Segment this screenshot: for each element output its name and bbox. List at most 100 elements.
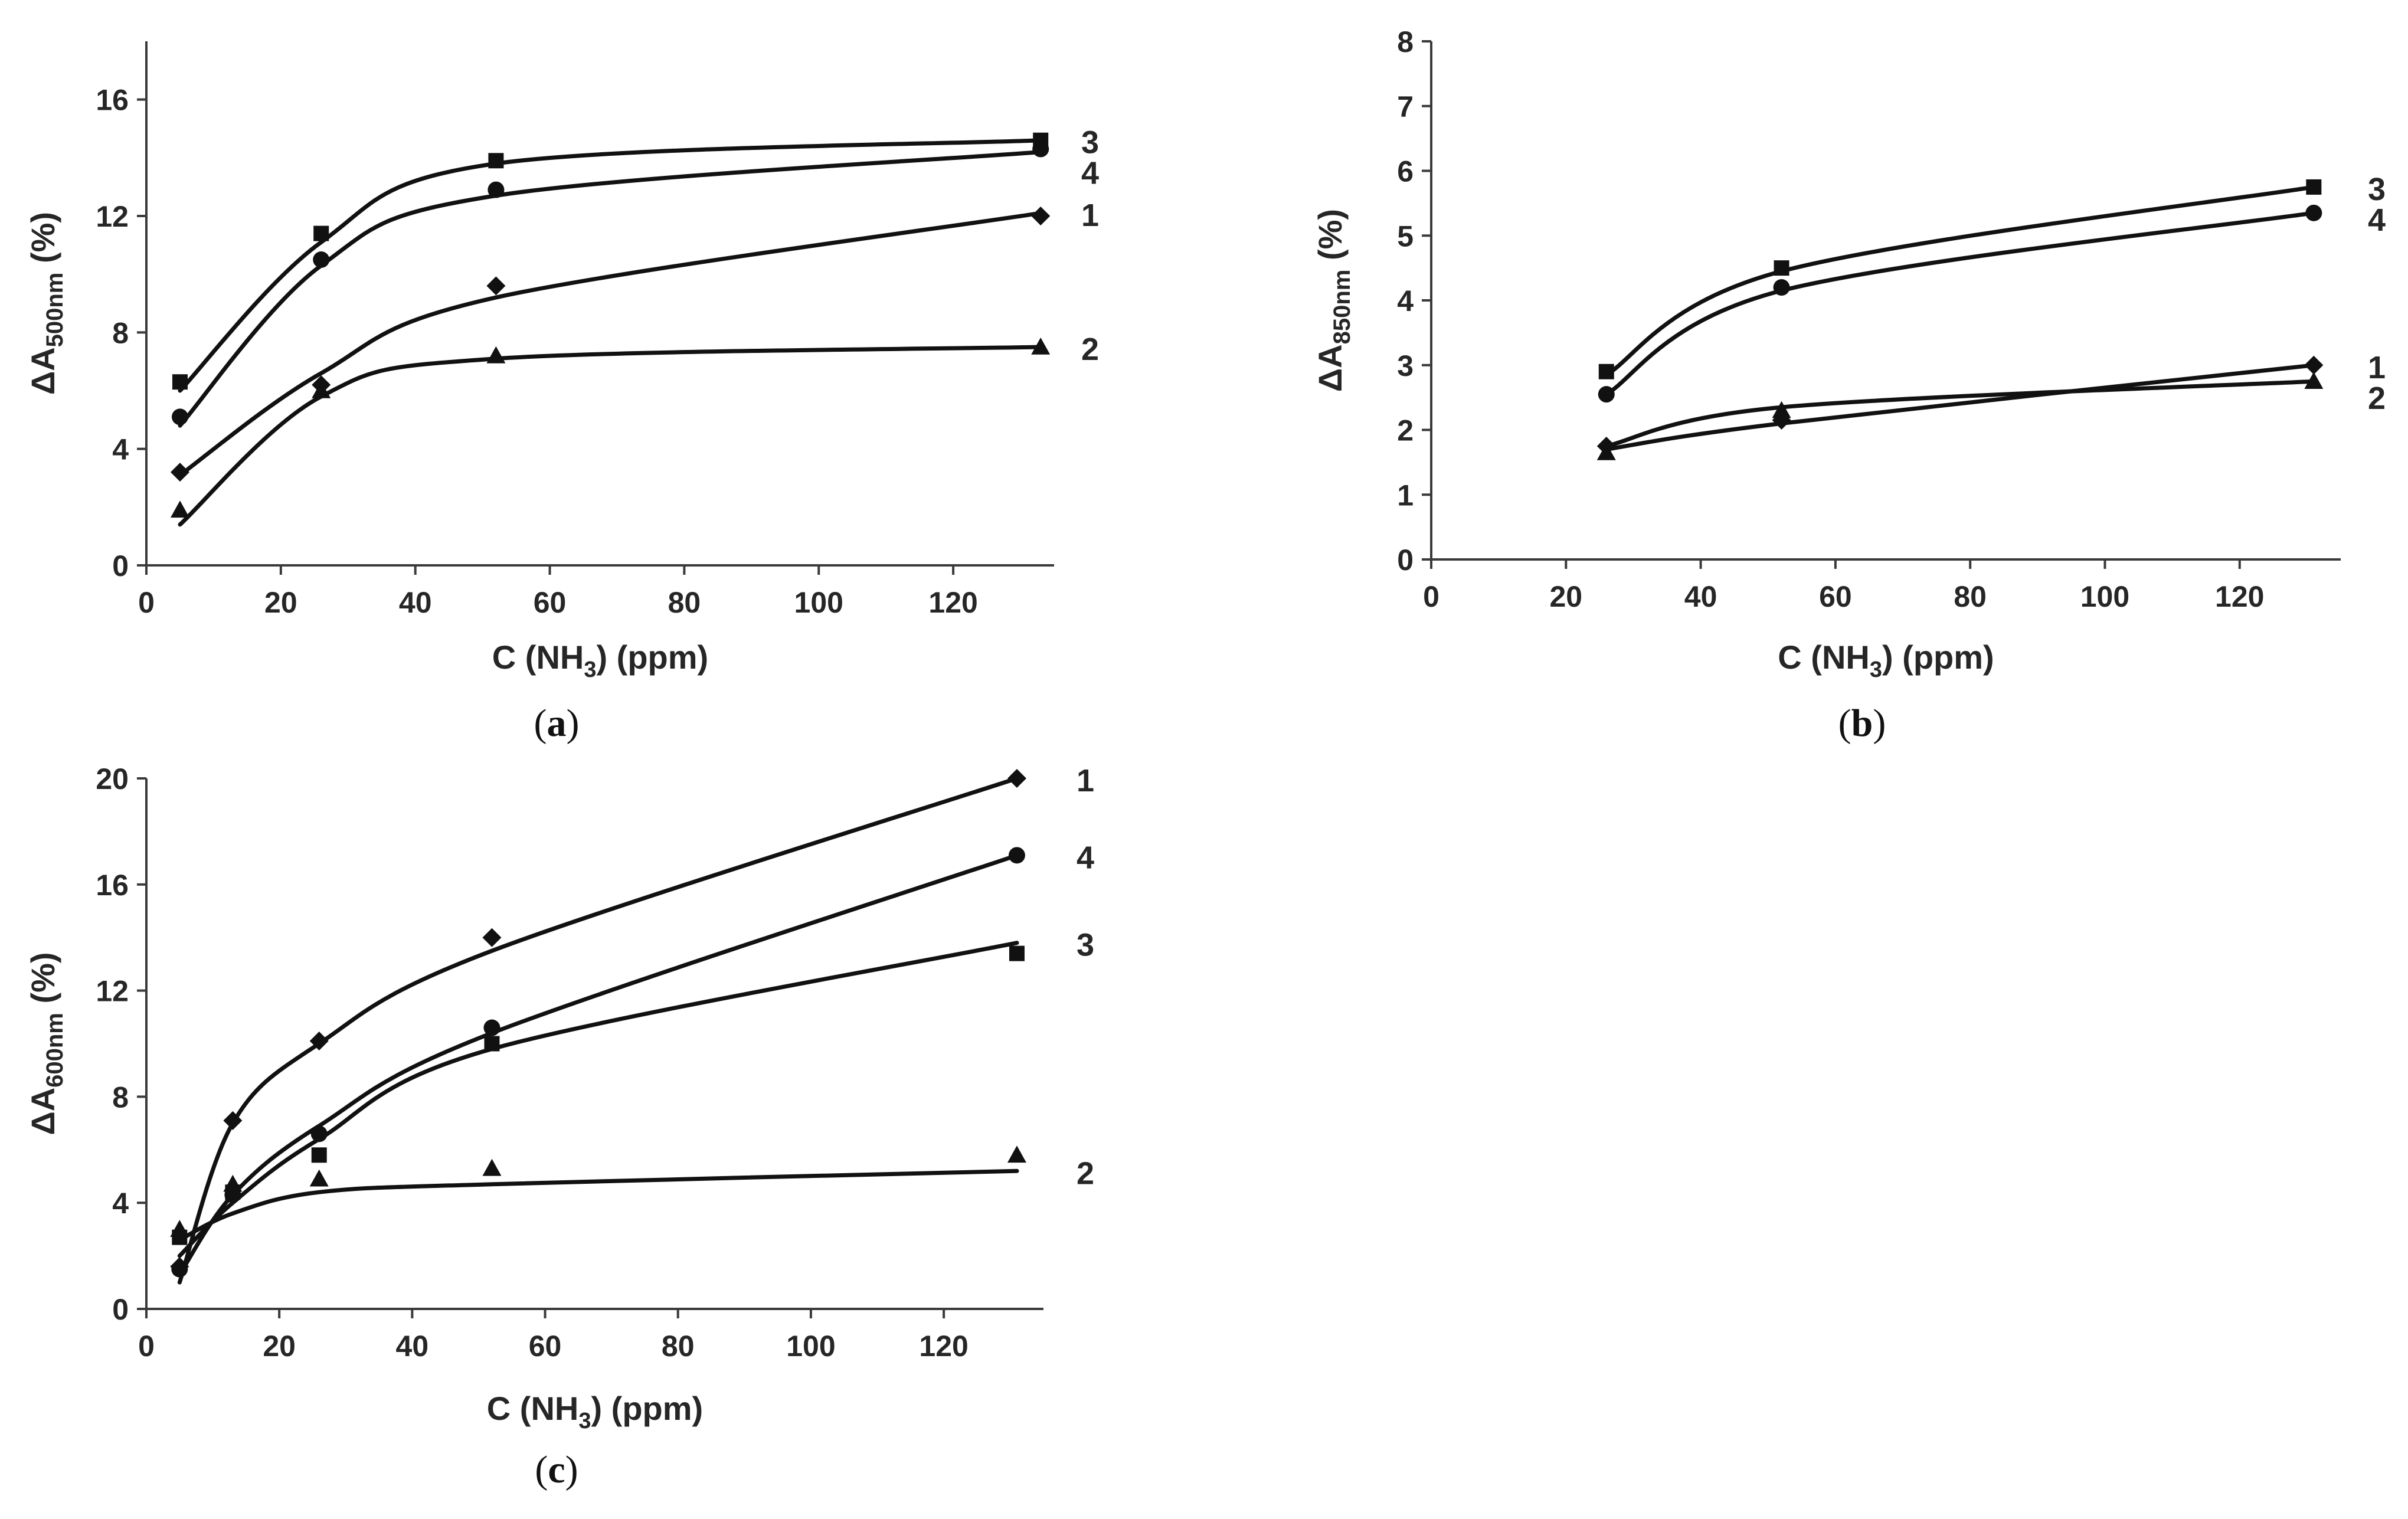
data-point (171, 1261, 188, 1278)
series-line (1604, 363, 2316, 451)
data-point (1008, 847, 1025, 864)
data-point (1773, 279, 1790, 296)
curve-label: 3 (2368, 172, 2386, 207)
x-axis-label: C (NH3) (ppm) (492, 639, 708, 682)
series-2: 2 (170, 1145, 1094, 1242)
data-point (170, 463, 189, 482)
x-tick-label: 40 (396, 1330, 429, 1363)
data-point (170, 1220, 189, 1237)
x-tick-label: 20 (1549, 580, 1582, 613)
series-line (1604, 185, 2316, 377)
y-tick-label: 8 (1397, 25, 1414, 58)
x-tick-label: 60 (1819, 580, 1852, 613)
data-point (311, 1147, 327, 1163)
data-point (313, 225, 329, 241)
data-point (486, 276, 506, 296)
y-tick-label: 12 (96, 975, 129, 1008)
data-point (2304, 372, 2324, 389)
data-point (1596, 443, 1616, 460)
y-tick-label: 20 (96, 762, 129, 795)
curve-label: 4 (1081, 156, 1099, 191)
data-point (309, 1169, 329, 1187)
data-point (172, 374, 188, 390)
y-axis-label: ΔA500nm (%) (24, 212, 68, 395)
y-tick-label: 1 (1397, 479, 1414, 512)
curve-label: 1 (1081, 198, 1099, 233)
series-2: 2 (1596, 372, 2386, 460)
series-line (177, 776, 1019, 1285)
series-4: 4 (171, 140, 1099, 428)
data-point (312, 381, 331, 398)
data-point (486, 346, 506, 364)
y-tick-label: 4 (1397, 284, 1414, 317)
series-3: 3 (1598, 172, 2386, 379)
panel-caption: (c) (535, 1448, 578, 1491)
data-point (2306, 179, 2322, 195)
curve-label: 1 (1077, 763, 1094, 798)
y-tick-label: 8 (112, 1081, 129, 1114)
y-axis-label: ΔA600nm (%) (24, 952, 68, 1135)
y-tick-label: 12 (96, 200, 129, 233)
curve-label: 2 (2368, 381, 2386, 416)
x-tick-label: 120 (928, 586, 977, 619)
curve-label: 3 (1077, 928, 1094, 963)
series-line (1604, 379, 2316, 449)
y-tick-label: 0 (112, 549, 129, 582)
series-2: 2 (170, 332, 1099, 527)
x-tick-label: 0 (1423, 580, 1439, 613)
x-tick-label: 100 (786, 1330, 835, 1363)
data-point (2305, 204, 2322, 221)
series-line (1604, 211, 2316, 397)
data-point (170, 500, 189, 518)
series-1: 1 (170, 763, 1094, 1285)
series-line (177, 941, 1019, 1258)
panel-caption: (a) (534, 702, 580, 745)
curve-label: 2 (1081, 332, 1099, 367)
data-point (482, 1158, 502, 1176)
y-tick-label: 4 (112, 1187, 129, 1220)
curve-label: 3 (1081, 125, 1099, 161)
y-tick-label: 8 (112, 316, 129, 349)
x-tick-label: 80 (662, 1330, 695, 1363)
y-tick-label: 3 (1397, 349, 1414, 382)
x-tick-label: 80 (1954, 580, 1987, 613)
data-point (1009, 945, 1025, 961)
data-point (171, 408, 188, 425)
panel-caption: (b) (1838, 702, 1886, 745)
x-axis-label: C (NH3) (ppm) (1778, 639, 1994, 682)
x-tick-label: 120 (2215, 580, 2264, 613)
x-tick-label: 100 (794, 586, 843, 619)
y-tick-label: 16 (96, 84, 129, 117)
y-tick-label: 0 (1397, 544, 1414, 577)
data-point (2304, 355, 2324, 375)
data-point (1007, 769, 1026, 788)
data-point (482, 928, 502, 947)
curve-label: 4 (2368, 202, 2386, 238)
series-line (177, 1168, 1019, 1242)
x-tick-label: 60 (529, 1330, 562, 1363)
data-point (309, 1032, 329, 1051)
data-point (313, 251, 330, 268)
series-line (178, 138, 1043, 393)
series-1: 1 (1596, 350, 2386, 456)
x-tick-label: 20 (264, 586, 297, 619)
data-point (1031, 207, 1051, 225)
x-tick-label: 120 (919, 1330, 968, 1363)
series-4: 4 (1598, 202, 2386, 403)
x-tick-label: 60 (534, 586, 567, 619)
data-point (488, 181, 505, 198)
x-tick-label: 0 (138, 1330, 155, 1363)
y-axis-label: ΔA850nm (%) (1311, 209, 1355, 392)
series-line (178, 150, 1043, 428)
y-tick-label: 16 (96, 869, 129, 902)
series-3: 3 (172, 928, 1094, 1258)
data-point (223, 1174, 243, 1192)
curve-label: 1 (2368, 350, 2386, 385)
data-point (488, 153, 504, 169)
data-point (1598, 386, 1615, 403)
y-tick-label: 0 (112, 1293, 129, 1326)
